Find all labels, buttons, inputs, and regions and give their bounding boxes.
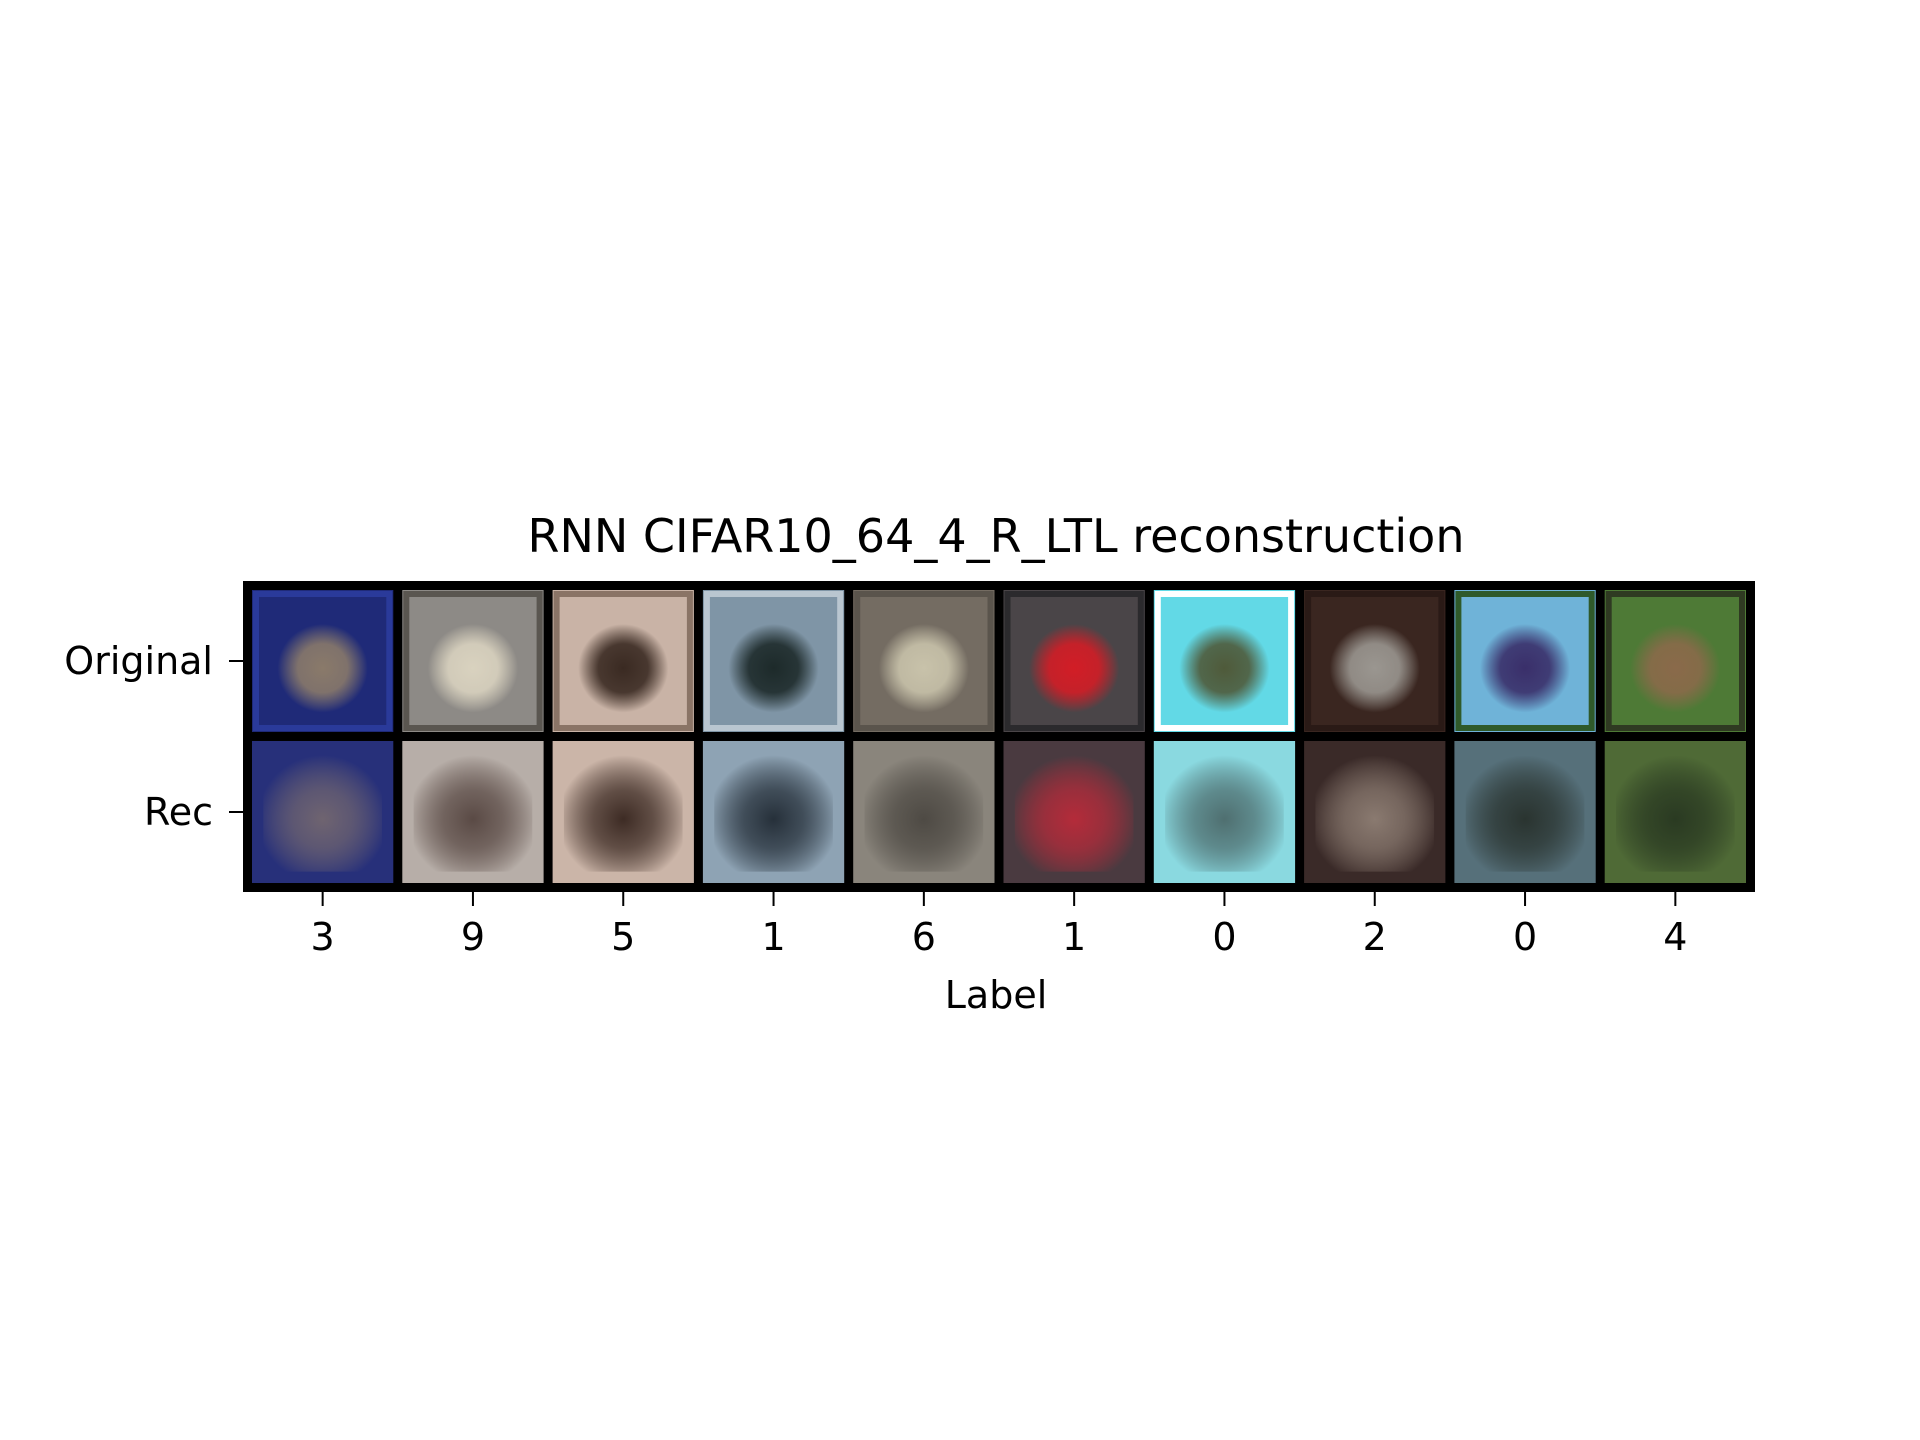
image-frame xyxy=(854,591,994,731)
x-axis-label: Label xyxy=(945,973,1048,1017)
image-content xyxy=(1616,755,1735,872)
reconstruction-image xyxy=(853,741,995,883)
image-content xyxy=(413,604,533,721)
row-label: Original xyxy=(64,639,213,683)
x-tick-label: 1 xyxy=(1062,915,1086,959)
x-tick-label: 9 xyxy=(461,915,485,959)
reconstruction-image xyxy=(1304,741,1446,883)
original-image xyxy=(1604,590,1746,732)
image-frame xyxy=(553,591,693,731)
image-content xyxy=(864,755,984,872)
image-content xyxy=(1315,755,1435,872)
image-content xyxy=(563,755,683,872)
y-axis: Original Rec xyxy=(64,639,243,834)
image-content xyxy=(1315,604,1435,721)
reconstruction-image xyxy=(702,741,845,883)
x-tick-label: 4 xyxy=(1663,915,1687,959)
original-image xyxy=(1454,590,1596,732)
image-content xyxy=(714,604,833,721)
x-tick-label: 5 xyxy=(611,915,635,959)
image-content xyxy=(1616,604,1735,721)
x-tick-label: 0 xyxy=(1212,915,1236,959)
image-content xyxy=(1165,604,1284,721)
image-content xyxy=(1014,604,1134,721)
original-image xyxy=(552,590,694,732)
original-image xyxy=(1304,590,1446,732)
reconstruction-image xyxy=(552,741,694,883)
image-frame xyxy=(1605,591,1745,731)
x-axis: 3 9 5 1 6 1 0 2 0 4 xyxy=(311,892,1687,959)
original-image xyxy=(853,590,995,732)
original-image xyxy=(252,590,394,732)
image-frame xyxy=(703,591,844,731)
x-tick-label: 3 xyxy=(311,915,335,959)
image-content xyxy=(1465,755,1585,872)
image-content xyxy=(1165,755,1284,872)
image-content xyxy=(263,755,382,872)
image-grid xyxy=(243,581,1755,892)
original-image xyxy=(1153,590,1296,732)
reconstruction-image xyxy=(1153,741,1296,883)
image-frame xyxy=(1455,591,1595,731)
image-content xyxy=(263,604,382,721)
image-content xyxy=(714,755,833,872)
image-frame xyxy=(1004,591,1144,731)
image-content xyxy=(1014,755,1134,872)
image-content xyxy=(413,755,533,872)
reconstruction-image xyxy=(1454,741,1596,883)
image-frame xyxy=(403,591,543,731)
original-image xyxy=(1003,590,1145,732)
image-content xyxy=(1465,604,1585,721)
image-content xyxy=(864,604,984,721)
reconstruction-image xyxy=(402,741,544,883)
image-frame xyxy=(1154,591,1295,731)
reconstruction-image xyxy=(252,741,394,883)
row-label: Rec xyxy=(144,790,213,834)
x-tick-label: 2 xyxy=(1363,915,1387,959)
image-frame xyxy=(253,591,393,731)
x-tick-label: 1 xyxy=(761,915,785,959)
reconstruction-image xyxy=(1604,741,1746,883)
reconstruction-image xyxy=(1003,741,1145,883)
chart-title: RNN CIFAR10_64_4_R_LTL reconstruction xyxy=(528,509,1465,563)
image-content xyxy=(563,604,683,721)
original-image xyxy=(402,590,544,732)
x-tick-label: 6 xyxy=(912,915,936,959)
image-frame xyxy=(1305,591,1445,731)
original-image xyxy=(702,590,845,732)
x-tick-label: 0 xyxy=(1513,915,1537,959)
